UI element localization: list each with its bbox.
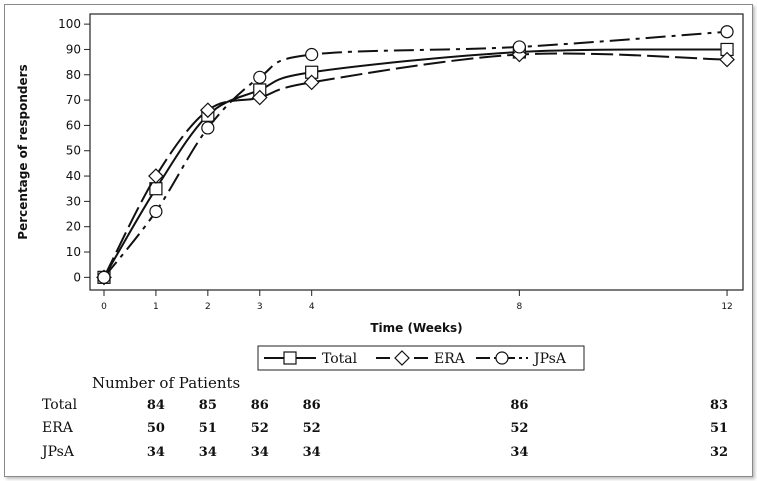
patients-count-total-x3: 86: [251, 398, 269, 413]
patients-count-era-x2: 51: [199, 421, 217, 436]
x-tick-label-4: 4: [309, 302, 315, 312]
series-total: [97, 42, 734, 284]
series-era: [96, 46, 735, 286]
point-jpsa-x3: [253, 70, 267, 84]
plot-area-frame: [89, 13, 744, 291]
patients-count-jpsa-x1: 34: [147, 445, 165, 460]
patients-row-label: JPsA: [40, 444, 75, 460]
series-line-total: [103, 48, 728, 278]
legend-marker-era: [394, 350, 410, 366]
y-tick-label-50: 50: [66, 144, 81, 158]
y-tick-label-90: 90: [66, 42, 81, 56]
legend-entry-total: Total: [264, 351, 358, 367]
patients-row-era: ERA 50 51 52 52 52 51: [42, 420, 728, 436]
point-jpsa-x2: [201, 121, 215, 135]
y-tick-label-20: 20: [66, 220, 81, 234]
patients-count-jpsa-x4: 34: [303, 445, 321, 460]
patients-row-label: Total: [42, 397, 78, 413]
y-tick-label-10: 10: [66, 245, 81, 259]
point-era-x1: [148, 168, 164, 184]
patients-count-era-x3: 52: [251, 421, 269, 436]
y-axis-title: Percentage of responders: [16, 64, 30, 239]
point-era-x12: [719, 51, 735, 68]
patients-count-jpsa-x12: 32: [710, 445, 728, 460]
x-tick-label-8: 8: [516, 302, 522, 312]
x-tick-label-3: 3: [257, 302, 263, 312]
point-era-x2: [199, 102, 216, 119]
patients-row-label: ERA: [42, 420, 74, 436]
point-jpsa-x12: [720, 25, 734, 39]
patients-table-title: Number of Patients: [92, 374, 240, 392]
y-tick-label-100: 100: [58, 17, 81, 31]
patients-count-total-x2: 85: [199, 398, 217, 413]
y-tick-label-70: 70: [66, 93, 81, 107]
patients-count-jpsa-x2: 34: [199, 445, 217, 460]
x-tick-label-2: 2: [205, 302, 211, 312]
patients-row-jpsa: JPsA 34 34 34 34 34 32: [40, 444, 728, 460]
x-tick-label-0: 0: [101, 302, 107, 312]
patients-row-total: Total 84 85 86 86 86 83: [42, 397, 728, 413]
series-jpsa: [97, 25, 734, 284]
patients-count-era-x4: 52: [303, 421, 321, 436]
legend-label-total: Total: [322, 351, 358, 367]
x-tick-label-12: 12: [721, 302, 732, 312]
y-tick-label-0: 0: [73, 270, 81, 284]
x-axis-title: Time (Weeks): [370, 321, 462, 335]
patients-count-total-x8: 86: [510, 398, 528, 413]
point-jpsa-x0: [97, 270, 111, 284]
y-tick-label-60: 60: [66, 118, 81, 132]
point-jpsa-x1: [149, 204, 163, 219]
series-line-jpsa: [103, 30, 728, 278]
y-tick-label-30: 30: [66, 194, 81, 208]
patients-count-total-x1: 84: [147, 398, 165, 413]
point-jpsa-x4: [305, 47, 319, 62]
y-tick-label-80: 80: [66, 68, 81, 82]
legend-entry-jpsa: JPsA: [476, 351, 567, 367]
patients-count-total-x4: 86: [303, 398, 321, 413]
legend-label-era: ERA: [434, 351, 466, 367]
series-line-era: [103, 52, 728, 278]
patients-count-era-x1: 50: [147, 421, 165, 436]
point-jpsa-x8: [512, 40, 526, 54]
legend-marker-jpsa: [495, 351, 509, 365]
legend-label-jpsa: JPsA: [532, 351, 567, 367]
patients-count-era-x8: 52: [510, 421, 528, 436]
legend-marker-total: [283, 351, 297, 365]
x-tick-label-1: 1: [153, 302, 159, 312]
point-era-x3: [251, 89, 268, 106]
patients-count-jpsa-x3: 34: [251, 445, 269, 460]
point-era-x4: [303, 74, 320, 91]
y-tick-label-40: 40: [66, 169, 81, 183]
patients-count-jpsa-x8: 34: [510, 445, 528, 460]
patients-count-total-x12: 83: [710, 398, 728, 413]
legend-entry-era: ERA: [376, 350, 466, 367]
figure-frame: [4, 4, 753, 477]
patients-count-era-x12: 51: [710, 421, 728, 436]
